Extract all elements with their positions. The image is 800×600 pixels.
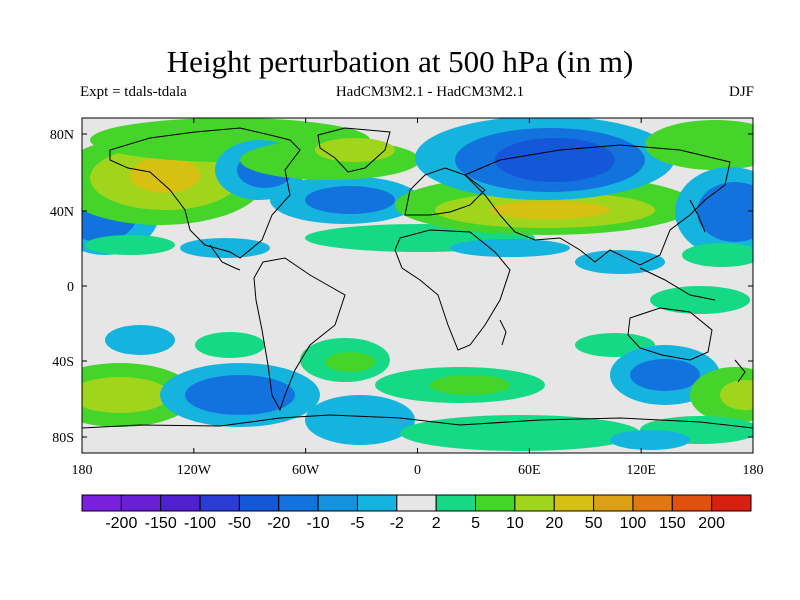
colorbar-swatch [514,494,555,512]
lon-tick-label: 120E [626,463,656,478]
colorbar-swatches [81,494,752,512]
colorbar-swatch [553,494,595,512]
colorbar-swatch [593,494,634,512]
colorbar-label: -10 [307,515,330,532]
colorbar-swatch [671,494,713,512]
colorbar-labels: -200 -150 -100 -50 -20 -10 -5 -2 2 5 10 20 50 100 150 2… [105,515,725,532]
colorbar-swatch [238,494,280,512]
colorbar-swatch [160,494,201,512]
colorbar-swatch [317,494,358,512]
colorbar-swatch [475,494,516,512]
chart-title: Height perturbation at 500 hPa (in m) [166,44,634,79]
coastlines [82,127,753,429]
colorbar-swatch [120,494,162,512]
lon-tick-label: 180 [72,463,93,478]
colorbar-label: 100 [620,515,647,532]
colorbar-label: 5 [471,515,480,532]
colorbar-label: -20 [267,515,290,532]
season-label: DJF [728,84,754,100]
colorbar-label: 10 [506,515,524,532]
colorbar-label: 20 [545,515,563,532]
colorbar-swatch [278,494,319,512]
latitude-labels: 80N 40N 0 40S 80S [50,128,74,446]
lon-tick-label: 0 [414,463,421,478]
colorbar-swatch [356,494,398,512]
lat-tick-label: 80N [50,128,74,143]
lon-tick-label: 60W [292,463,320,478]
lat-tick-label: 40N [50,205,74,220]
colorbar-swatch [435,494,477,512]
axis-ticks [81,118,754,453]
lon-tick-label: 120W [177,463,212,478]
colorbar-label: -50 [228,515,251,532]
longitude-labels: 180 120W 60W 0 60E 120E 180 [72,463,764,478]
colorbar-swatch [632,494,673,512]
map-panel: 80N 40N 0 40S 80S 180 120W 60W 0 60E 120E 180 [50,117,764,478]
contour-fill [82,118,753,451]
colorbar-label: -200 [105,515,137,532]
colorbar-label: 150 [659,515,686,532]
colorbar-label: 200 [698,515,725,532]
colorbar-swatch [199,494,240,512]
lat-tick-label: 40S [52,355,74,370]
colorbar: -200 -150 -100 -50 -20 -10 -5 -2 2 5 10 20 50 100 150 2… [81,494,752,532]
lon-tick-label: 180 [743,463,764,478]
lat-tick-label: 0 [67,280,74,295]
colorbar-label: 2 [432,515,441,532]
model-label: HadCM3M2.1 - HadCM3M2.1 [335,84,525,100]
lon-tick-label: 60E [518,463,541,478]
colorbar-label: -150 [145,515,177,532]
colorbar-label: -100 [184,515,216,532]
colorbar-swatch [396,494,437,512]
colorbar-label: -2 [390,515,404,532]
colorbar-label: -5 [350,515,364,532]
colorbar-label: 50 [585,515,603,532]
lat-tick-label: 80S [52,431,74,446]
colorbar-swatch [711,494,752,512]
colorbar-swatch [81,494,122,512]
experiment-label: Expt = tdals-tdala [80,84,187,100]
